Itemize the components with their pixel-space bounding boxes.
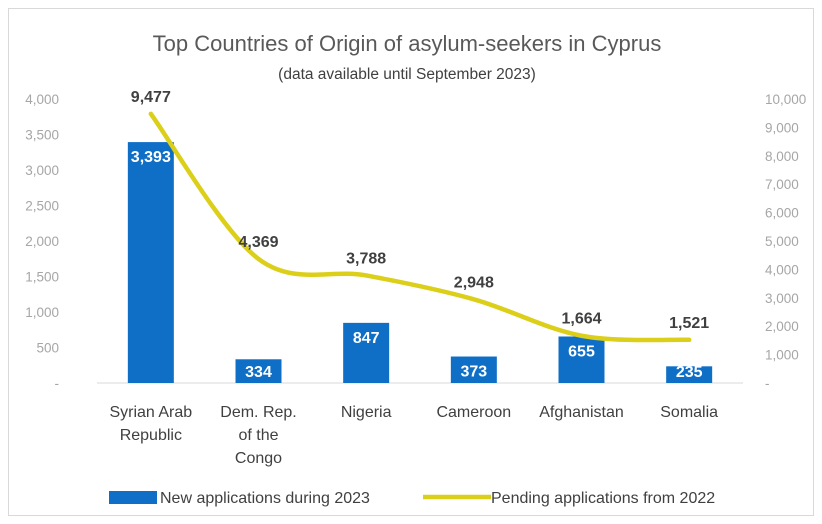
right-axis-tick-label: 10,000 bbox=[765, 92, 806, 107]
category-label: Afghanistan bbox=[539, 404, 624, 421]
right-axis-tick-label: 6,000 bbox=[765, 206, 799, 221]
line-value-label: 3,788 bbox=[346, 250, 386, 267]
legend-label-bar: New applications during 2023 bbox=[160, 490, 370, 507]
right-axis-tick-label: 4,000 bbox=[765, 262, 799, 277]
right-axis-tick-label: 9,000 bbox=[765, 120, 799, 135]
bar bbox=[343, 322, 390, 383]
category-label-line: Congo bbox=[235, 450, 282, 467]
bar-value-label: 847 bbox=[353, 330, 380, 347]
legend: New applications during 2023 Pending appl… bbox=[109, 490, 715, 507]
bar bbox=[666, 366, 713, 383]
bar-value-label: 373 bbox=[460, 364, 487, 381]
bar bbox=[235, 359, 282, 383]
category-label-line: Republic bbox=[120, 427, 182, 444]
right-axis-tick-label: 8,000 bbox=[765, 149, 799, 164]
legend-swatch-bar bbox=[109, 491, 157, 504]
line-value-label: 2,948 bbox=[454, 274, 494, 291]
bar-value-label: 334 bbox=[245, 364, 272, 381]
line-value-label: 4,369 bbox=[238, 234, 278, 251]
category-label: Cameroon bbox=[436, 404, 511, 421]
left-axis-tick-label: 4,000 bbox=[25, 92, 59, 107]
left-axis-tick-label: 3,500 bbox=[25, 128, 59, 143]
category-label-line: Somalia bbox=[660, 404, 718, 421]
category-label-line: Afghanistan bbox=[539, 404, 624, 421]
left-axis-tick-label: 1,500 bbox=[25, 270, 59, 285]
bar bbox=[558, 336, 605, 383]
line-value-label: 1,521 bbox=[669, 315, 709, 332]
chart-frame: Top Countries of Origin of asylum-seeker… bbox=[8, 8, 814, 516]
category-label-line: Dem. Rep. bbox=[220, 404, 296, 421]
left-axis-tick-label: 1,000 bbox=[25, 305, 59, 320]
combo-chart: Top Countries of Origin of asylum-seeker… bbox=[25, 31, 806, 507]
bar bbox=[127, 142, 174, 383]
left-axis-tick-label: 2,000 bbox=[25, 234, 59, 249]
category-label-line: Nigeria bbox=[341, 404, 392, 421]
bar bbox=[450, 356, 497, 383]
chart-subtitle: (data available until September 2023) bbox=[278, 66, 536, 83]
category-label: Somalia bbox=[660, 404, 718, 421]
bar-value-label: 3,393 bbox=[131, 149, 171, 166]
left-axis-tick-label: 2,500 bbox=[25, 199, 59, 214]
category-label-line: Cameroon bbox=[436, 404, 511, 421]
chart-title: Top Countries of Origin of asylum-seeker… bbox=[153, 31, 662, 56]
left-axis-tick-label: - bbox=[55, 376, 60, 391]
line-value-label: 1,664 bbox=[561, 311, 601, 328]
right-axis-tick-label: - bbox=[765, 376, 770, 391]
bar-series: 3,393 334 847 373 655 235 bbox=[127, 142, 713, 383]
right-axis: - 1,000 2,000 3,000 4,000 5,000 6,000 7,000 8,00… bbox=[765, 92, 806, 391]
right-axis-tick-label: 7,000 bbox=[765, 177, 799, 192]
right-axis-tick-label: 1,000 bbox=[765, 348, 799, 363]
right-axis-tick-label: 5,000 bbox=[765, 234, 799, 249]
category-label-line: Syrian Arab bbox=[109, 404, 192, 421]
line-value-label: 9,477 bbox=[131, 89, 171, 106]
legend-label-line: Pending applications from 2022 bbox=[491, 490, 715, 507]
category-label: Dem. Rep. of the Congo bbox=[220, 404, 296, 467]
category-label: Syrian Arab Republic bbox=[109, 404, 192, 444]
category-label-line: of the bbox=[238, 427, 278, 444]
pending-applications-line bbox=[148, 111, 692, 343]
left-axis-tick-label: 3,000 bbox=[25, 163, 59, 178]
left-axis-tick-label: 500 bbox=[36, 341, 59, 356]
bar-value-label: 655 bbox=[568, 343, 595, 360]
left-axis: - 500 1,000 1,500 2,000 2,500 3,000 3,500 4,000 bbox=[25, 92, 59, 391]
line-series: 9,477 4,369 3,788 2,948 1,664 1,521 bbox=[131, 89, 709, 343]
bar-value-label: 235 bbox=[676, 364, 703, 381]
right-axis-tick-label: 3,000 bbox=[765, 291, 799, 306]
right-axis-tick-label: 2,000 bbox=[765, 319, 799, 334]
category-label: Nigeria bbox=[341, 404, 392, 421]
category-labels: Syrian Arab Republic Dem. Rep. of the Congo N… bbox=[109, 404, 718, 467]
